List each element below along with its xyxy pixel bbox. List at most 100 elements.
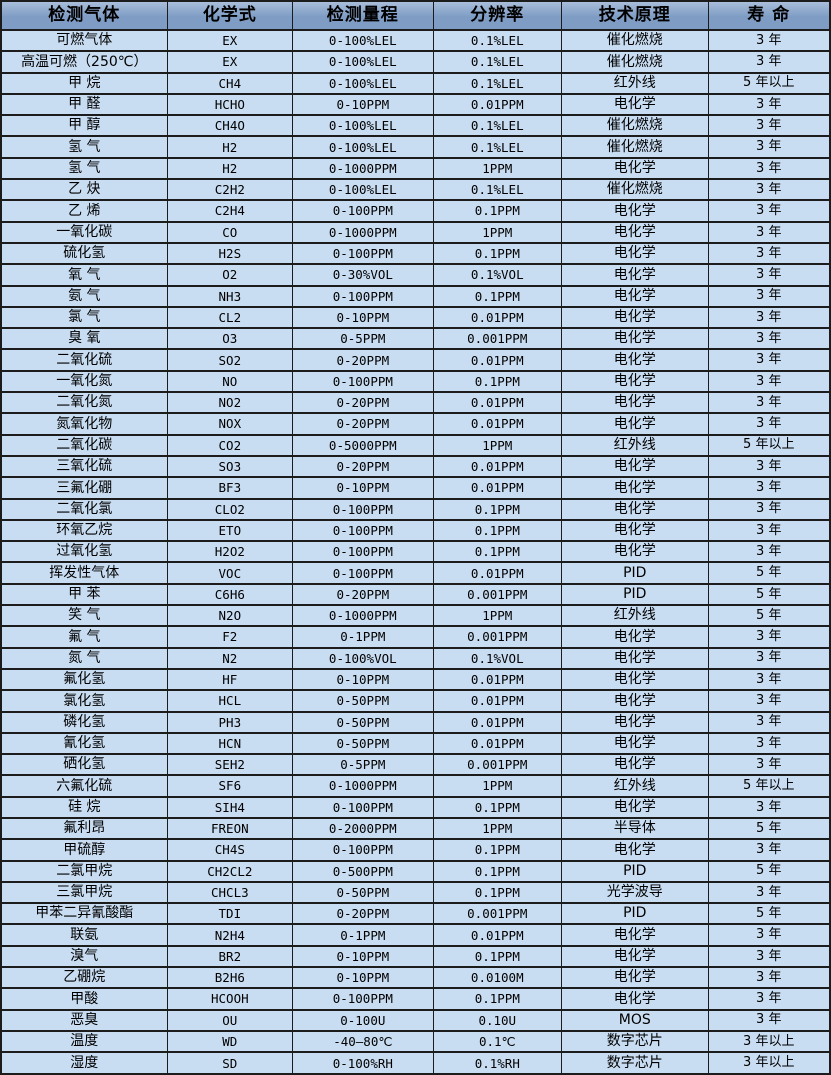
cell-gas-name: 臭 氧: [0, 327, 168, 351]
cell-lifespan: 5 年: [707, 582, 831, 607]
table-row: 二氧化硫 SO2 0-20PPM 0.01PPM 电化学 3 年: [0, 348, 831, 372]
cell-lifespan: 3 年: [707, 114, 831, 138]
cell-gas-name: 氯 气: [0, 305, 168, 330]
cell-technology: 电化学: [561, 263, 709, 287]
cell-gas-name: 乙 炔: [0, 178, 168, 202]
cell-chemical-formula: PH3: [166, 710, 294, 734]
cell-resolution: 1PPM: [432, 816, 563, 841]
table-row: 氧 气 O2 0-30%VOL 0.1%VOL 电化学 3 年: [0, 263, 831, 287]
cell-resolution: 0.01PPM: [432, 454, 563, 479]
cell-detection-range: 0-20PPM: [292, 412, 434, 436]
cell-technology: 电化学: [561, 497, 709, 521]
cell-resolution: 0.1%VOL: [432, 646, 563, 670]
cell-technology: 电化学: [561, 220, 709, 244]
cell-lifespan: 3 年: [707, 944, 831, 969]
cell-resolution: 0.01PPM: [432, 476, 563, 500]
cell-technology: 红外线: [561, 604, 709, 628]
cell-gas-name: 过氧化氢: [0, 540, 168, 564]
cell-technology: 红外线: [561, 71, 709, 95]
cell-gas-name: 甲苯二异氰酸酯: [0, 902, 168, 926]
cell-chemical-formula: CO2: [166, 433, 294, 457]
cell-resolution: 0.1%LEL: [432, 114, 563, 138]
cell-gas-name: 氢 气: [0, 156, 168, 181]
cell-resolution: 0.01PPM: [432, 710, 563, 734]
cell-technology: PID: [561, 902, 709, 926]
cell-detection-range: 0-1PPM: [292, 625, 434, 649]
cell-resolution: 0.001PPM: [432, 582, 563, 607]
cell-detection-range: 0-100PPM: [292, 497, 434, 521]
cell-technology: 红外线: [561, 433, 709, 457]
cell-detection-range: 0-100%LEL: [292, 50, 434, 74]
cell-detection-range: 0-50PPM: [292, 689, 434, 713]
table-row: 氮氧化物 NOX 0-20PPM 0.01PPM 电化学 3 年: [0, 412, 831, 436]
cell-chemical-formula: CH4O: [166, 114, 294, 138]
cell-lifespan: 3 年: [707, 199, 831, 223]
cell-gas-name: 高温可燃（250℃）: [0, 50, 168, 74]
table-row: 乙 炔 C2H2 0-100%LEL 0.1%LEL 催化燃烧 3 年: [0, 178, 831, 202]
cell-technology: 电化学: [561, 838, 709, 862]
cell-gas-name: 三氟化硼: [0, 476, 168, 500]
cell-lifespan: 3 年: [707, 923, 831, 947]
cell-detection-range: 0-100PPM: [292, 518, 434, 543]
cell-resolution: 0.1PPM: [432, 838, 563, 862]
cell-technology: 催化燃烧: [561, 135, 709, 159]
cell-technology: 电化学: [561, 305, 709, 330]
cell-detection-range: 0-20PPM: [292, 348, 434, 372]
cell-resolution: 1PPM: [432, 156, 563, 181]
table-row: 氢 气 H2 0-1000PPM 1PPM 电化学 3 年: [0, 156, 831, 181]
cell-gas-name: 一氧化氮: [0, 369, 168, 394]
cell-chemical-formula: H2S: [166, 241, 294, 266]
cell-technology: 数字芯片: [561, 1029, 709, 1054]
table-row: 甲 苯 C6H6 0-20PPM 0.001PPM PID 5 年: [0, 582, 831, 607]
cell-detection-range: 0-100%RH: [292, 1051, 434, 1075]
cell-lifespan: 3 年以上: [707, 1051, 831, 1075]
cell-detection-range: 0-100%LEL: [292, 135, 434, 159]
table-row: 乙 烯 C2H4 0-100PPM 0.1PPM 电化学 3 年: [0, 199, 831, 223]
cell-resolution: 0.1PPM: [432, 859, 563, 883]
cell-detection-range: 0-100%LEL: [292, 178, 434, 202]
table-row: 三氧化硫 SO3 0-20PPM 0.01PPM 电化学 3 年: [0, 454, 831, 479]
cell-chemical-formula: CH4: [166, 71, 294, 95]
cell-technology: 电化学: [561, 540, 709, 564]
table-row: 三氟化硼 BF3 0-10PPM 0.01PPM 电化学 3 年: [0, 476, 831, 500]
cell-detection-range: 0-10PPM: [292, 476, 434, 500]
cell-lifespan: 5 年: [707, 561, 831, 585]
cell-resolution: 0.01PPM: [432, 731, 563, 756]
table-row: 恶臭 OU 0-100U 0.10U MOS 3 年: [0, 1008, 831, 1032]
cell-lifespan: 3 年: [707, 838, 831, 862]
cell-technology: 电化学: [561, 689, 709, 713]
cell-chemical-formula: CLO2: [166, 497, 294, 521]
cell-detection-range: 0-10PPM: [292, 667, 434, 692]
cell-technology: 电化学: [561, 518, 709, 543]
cell-detection-range: 0-20PPM: [292, 582, 434, 607]
cell-technology: 电化学: [561, 369, 709, 394]
cell-gas-name: 挥发性气体: [0, 561, 168, 585]
table-row: 可燃气体 EX 0-100%LEL 0.1%LEL 催化燃烧 3 年: [0, 28, 831, 53]
table-row: 氟化氢 HF 0-10PPM 0.01PPM 电化学 3 年: [0, 667, 831, 692]
table-row: 氯 气 CL2 0-10PPM 0.01PPM 电化学 3 年: [0, 305, 831, 330]
table-row: 溴气 BR2 0-10PPM 0.1PPM 电化学 3 年: [0, 944, 831, 969]
cell-gas-name: 可燃气体: [0, 28, 168, 53]
cell-detection-range: 0-50PPM: [292, 880, 434, 905]
cell-gas-name: 甲 烷: [0, 71, 168, 95]
cell-technology: 电化学: [561, 156, 709, 181]
cell-chemical-formula: SIH4: [166, 795, 294, 819]
cell-chemical-formula: CL2: [166, 305, 294, 330]
cell-technology: 电化学: [561, 625, 709, 649]
table-header: 检测气体 化学式 检测量程 分辨率 技术原理寿 命: [0, 0, 831, 31]
cell-gas-name: 氨 气: [0, 284, 168, 308]
cell-detection-range: 0-10PPM: [292, 305, 434, 330]
cell-lifespan: 3 年: [707, 348, 831, 372]
cell-gas-name: 二氯甲烷: [0, 859, 168, 883]
cell-chemical-formula: H2O2: [166, 540, 294, 564]
cell-technology: 光学波导: [561, 880, 709, 905]
cell-resolution: 0.10U: [432, 1008, 563, 1032]
cell-resolution: 0.1PPM: [432, 987, 563, 1011]
cell-detection-range: 0-100%LEL: [292, 71, 434, 95]
table-row: 氢 气 H2 0-100%LEL 0.1%LEL 催化燃烧 3 年: [0, 135, 831, 159]
cell-detection-range: 0-1000PPM: [292, 220, 434, 244]
cell-gas-name: 硅 烷: [0, 795, 168, 819]
cell-technology: 电化学: [561, 412, 709, 436]
cell-detection-range: 0-1000PPM: [292, 604, 434, 628]
cell-gas-name: 二氧化氮: [0, 391, 168, 415]
